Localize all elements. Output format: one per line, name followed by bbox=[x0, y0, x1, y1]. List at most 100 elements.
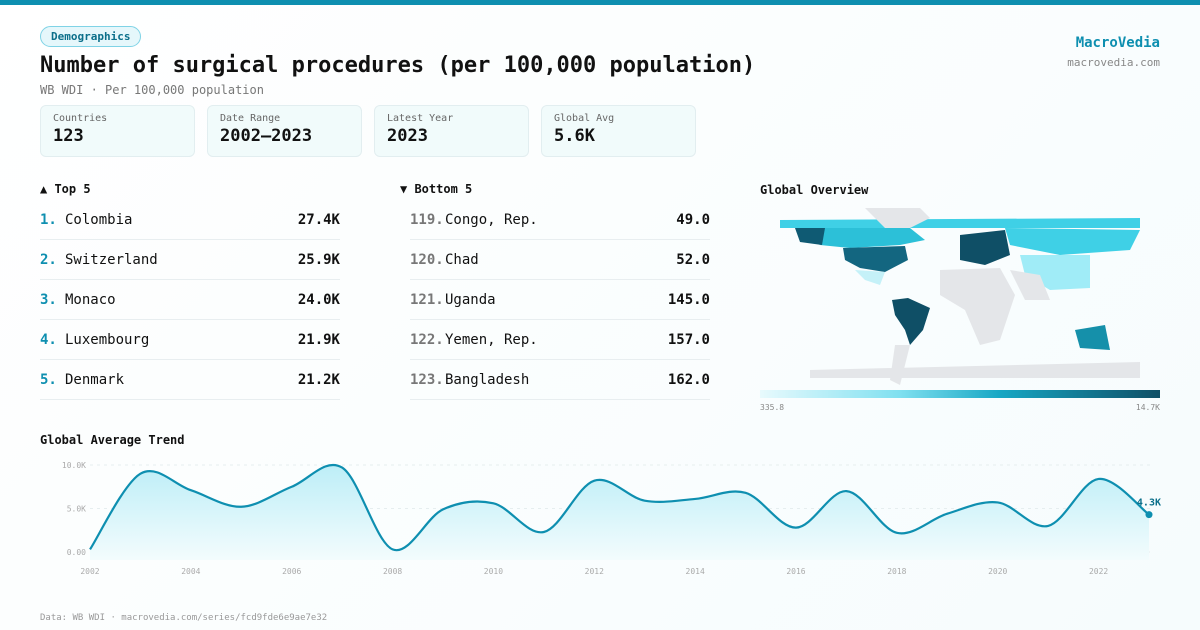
item-value: 162.0 bbox=[667, 371, 710, 388]
x-tick-label: 2014 bbox=[686, 567, 705, 576]
item-name: Yemen, Rep. bbox=[445, 331, 538, 348]
y-tick-label: 5.0K bbox=[67, 505, 86, 514]
country-usa bbox=[843, 246, 908, 272]
item-value: 21.2K bbox=[297, 371, 340, 388]
item-rank: 1. bbox=[40, 211, 57, 228]
country-russia bbox=[1005, 228, 1140, 255]
country-europe bbox=[960, 230, 1010, 265]
bottom-5-heading: ▼ Bottom 5 bbox=[400, 182, 473, 196]
item-value: 157.0 bbox=[667, 331, 710, 348]
item-rank: 3. bbox=[40, 291, 57, 308]
x-tick-label: 2002 bbox=[80, 567, 99, 576]
footer-source: Data: WB WDI · macrovedia.com/series/fcd… bbox=[40, 613, 328, 623]
trend-chart[interactable]: 0.00 5.0K 10.0K 2002 2004 2006 2008 2010 2012 201… bbox=[0, 450, 1200, 580]
x-tick-label: 2012 bbox=[585, 567, 604, 576]
map-heading: Global Overview bbox=[760, 183, 869, 197]
bottom-list-item[interactable]: 122. Yemen, Rep. 157.0 bbox=[410, 320, 710, 360]
item-name: Luxembourg bbox=[65, 331, 150, 348]
item-name: Monaco bbox=[65, 291, 116, 308]
item-name: Switzerland bbox=[65, 251, 158, 268]
x-tick-label: 2018 bbox=[887, 567, 906, 576]
stat-label: Countries bbox=[53, 113, 108, 124]
brand-url[interactable]: macrovedia.com bbox=[1067, 56, 1160, 69]
top-list-item[interactable]: 2. Switzerland 25.9K bbox=[40, 240, 340, 280]
trend-line bbox=[89, 463, 1150, 552]
countries bbox=[780, 208, 1140, 385]
country-antarctica bbox=[810, 362, 1140, 378]
stat-label: Latest Year bbox=[387, 113, 454, 124]
country-greenland bbox=[865, 208, 930, 228]
country-arctic-band bbox=[780, 218, 1140, 228]
x-tick-label: 2016 bbox=[786, 567, 805, 576]
item-rank: 2. bbox=[40, 251, 57, 268]
country-africa bbox=[940, 268, 1015, 345]
world-map[interactable]: 335.8 14.7K bbox=[760, 200, 1160, 415]
stat-label: Global Avg bbox=[554, 113, 615, 124]
item-value: 145.0 bbox=[667, 291, 710, 308]
bottom-list-item[interactable]: 123. Bangladesh 162.0 bbox=[410, 360, 710, 400]
country-brazil-colombia bbox=[892, 298, 930, 345]
item-value: 24.0K bbox=[297, 291, 340, 308]
top-5-heading: ▲ Top 5 bbox=[40, 182, 91, 196]
data-point bbox=[1145, 511, 1153, 519]
item-rank: 4. bbox=[40, 331, 57, 348]
trend-area bbox=[90, 464, 1149, 560]
legend-max: 14.7K bbox=[1136, 403, 1160, 412]
bottom-list-item[interactable]: 120. Chad 52.0 bbox=[410, 240, 710, 280]
x-tick-label: 2010 bbox=[484, 567, 503, 576]
page-title: Number of surgical procedures (per 100,0… bbox=[40, 53, 756, 78]
item-value: 27.4K bbox=[297, 211, 340, 228]
page-subtitle: WB WDI · Per 100,000 population bbox=[40, 83, 264, 97]
item-value: 49.0 bbox=[676, 211, 710, 228]
item-rank: 119. bbox=[410, 211, 444, 228]
x-tick-label: 2020 bbox=[988, 567, 1007, 576]
stat-global-avg: Global Avg 5.6K bbox=[541, 105, 696, 157]
country-south-asia bbox=[1010, 270, 1050, 300]
bottom-list-item[interactable]: 119. Congo, Rep. 49.0 bbox=[410, 200, 710, 240]
stat-value: 2023 bbox=[387, 126, 428, 146]
stat-date-range: Date Range 2002–2023 bbox=[207, 105, 362, 157]
country-canada bbox=[795, 228, 925, 248]
item-name: Denmark bbox=[65, 371, 125, 388]
bottom-list-item[interactable]: 121. Uganda 145.0 bbox=[410, 280, 710, 320]
item-value: 25.9K bbox=[297, 251, 340, 268]
brand-logo[interactable]: MacroVedia bbox=[1075, 35, 1160, 51]
category-badge[interactable]: Demographics bbox=[40, 26, 142, 47]
item-rank: 123. bbox=[410, 371, 444, 388]
top-list-item[interactable]: 1. Colombia 27.4K bbox=[40, 200, 340, 240]
x-tick-label: 2022 bbox=[1089, 567, 1108, 576]
y-tick-label: 0.00 bbox=[67, 548, 86, 557]
top-list-item[interactable]: 3. Monaco 24.0K bbox=[40, 280, 340, 320]
trend-heading: Global Average Trend bbox=[40, 433, 185, 447]
top-accent-bar bbox=[0, 0, 1200, 5]
stat-value: 5.6K bbox=[554, 126, 595, 146]
top-list-item[interactable]: 4. Luxembourg 21.9K bbox=[40, 320, 340, 360]
country-alaska bbox=[795, 228, 825, 245]
stat-label: Date Range bbox=[220, 113, 281, 124]
item-name: Bangladesh bbox=[445, 371, 530, 388]
item-name: Chad bbox=[445, 251, 479, 268]
item-name: Congo, Rep. bbox=[445, 211, 538, 228]
stat-value: 2002–2023 bbox=[220, 126, 313, 146]
y-tick-label: 10.0K bbox=[62, 461, 86, 470]
item-rank: 121. bbox=[410, 291, 444, 308]
stat-value: 123 bbox=[53, 126, 84, 146]
x-tick-label: 2006 bbox=[282, 567, 301, 576]
stat-countries: Countries 123 bbox=[40, 105, 195, 157]
item-name: Uganda bbox=[445, 291, 496, 308]
item-rank: 120. bbox=[410, 251, 444, 268]
country-mexico bbox=[855, 270, 885, 285]
x-tick-label: 2008 bbox=[383, 567, 402, 576]
legend-min: 335.8 bbox=[760, 403, 784, 412]
item-rank: 5. bbox=[40, 371, 57, 388]
top-list-item[interactable]: 5. Denmark 21.2K bbox=[40, 360, 340, 400]
x-tick-label: 2004 bbox=[181, 567, 200, 576]
stat-latest-year: Latest Year 2023 bbox=[374, 105, 529, 157]
item-value: 21.9K bbox=[297, 331, 340, 348]
item-name: Colombia bbox=[65, 211, 133, 228]
item-rank: 122. bbox=[410, 331, 444, 348]
map-color-legend bbox=[760, 390, 1160, 398]
country-south-america-south bbox=[890, 345, 910, 385]
last-value-label: 4.3K bbox=[1137, 498, 1161, 509]
item-value: 52.0 bbox=[676, 251, 710, 268]
